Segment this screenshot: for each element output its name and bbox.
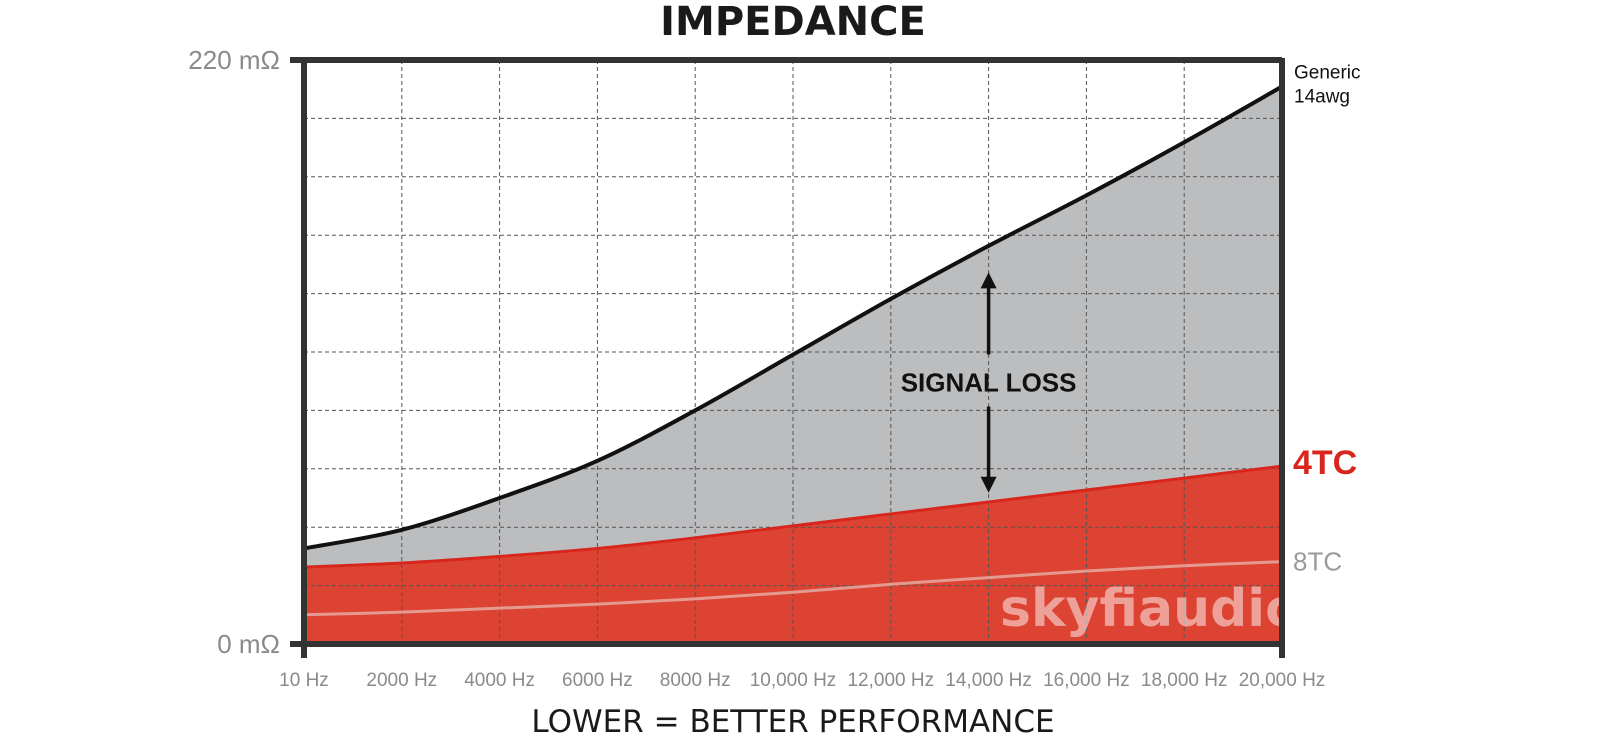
x-tick-label: 6000 Hz bbox=[562, 670, 633, 691]
x-tick-label: 20,000 Hz bbox=[1239, 670, 1326, 691]
x-tick-label: 10,000 Hz bbox=[750, 670, 837, 691]
x-tick-label: 4000 Hz bbox=[464, 670, 535, 691]
signal-loss-label: SIGNAL LOSS bbox=[901, 368, 1077, 398]
series-label-4tc: 4TC bbox=[1293, 444, 1357, 482]
x-tick-label: 14,000 Hz bbox=[945, 670, 1032, 691]
series-label-generic-14awg: 14awg bbox=[1294, 87, 1350, 108]
x-tick-label: 12,000 Hz bbox=[847, 670, 934, 691]
series-line-8tc bbox=[304, 560, 1282, 617]
arrow-down-icon bbox=[980, 476, 997, 493]
x-tick-label: 18,000 Hz bbox=[1141, 670, 1228, 691]
watermark: skyfiaudio bbox=[1000, 579, 1301, 639]
x-tick-label: 8000 Hz bbox=[660, 670, 731, 691]
series-label-8tc: 8TC bbox=[1293, 547, 1342, 577]
y-tick-label: 220 mΩ bbox=[188, 45, 280, 75]
series-line-generic-14awg bbox=[304, 84, 1282, 551]
arrow-up-icon bbox=[980, 272, 997, 289]
series-label-generic-14awg: Generic bbox=[1294, 63, 1361, 84]
series-line-4tc bbox=[304, 464, 1282, 569]
x-axis-label: LOWER = BETTER PERFORMANCE bbox=[531, 704, 1054, 740]
y-tick-label: 0 mΩ bbox=[217, 629, 280, 659]
x-tick-label: 16,000 Hz bbox=[1043, 670, 1130, 691]
area-4tc bbox=[304, 466, 1282, 644]
x-tick-label: 10 Hz bbox=[279, 670, 329, 691]
x-tick-label: 2000 Hz bbox=[366, 670, 437, 691]
chart-title: IMPEDANCE bbox=[660, 0, 926, 45]
